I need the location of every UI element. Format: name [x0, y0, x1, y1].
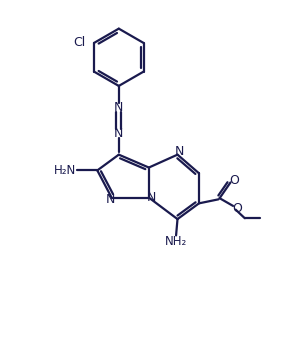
Text: N: N — [147, 191, 156, 204]
Text: O: O — [232, 202, 242, 215]
Text: Cl: Cl — [74, 37, 86, 49]
Text: N: N — [105, 193, 115, 205]
Text: NH₂: NH₂ — [165, 234, 187, 248]
Text: O: O — [230, 174, 239, 187]
Text: H₂N: H₂N — [54, 164, 76, 177]
Text: N: N — [175, 145, 185, 158]
Text: N: N — [114, 127, 124, 140]
Text: N: N — [114, 101, 124, 114]
